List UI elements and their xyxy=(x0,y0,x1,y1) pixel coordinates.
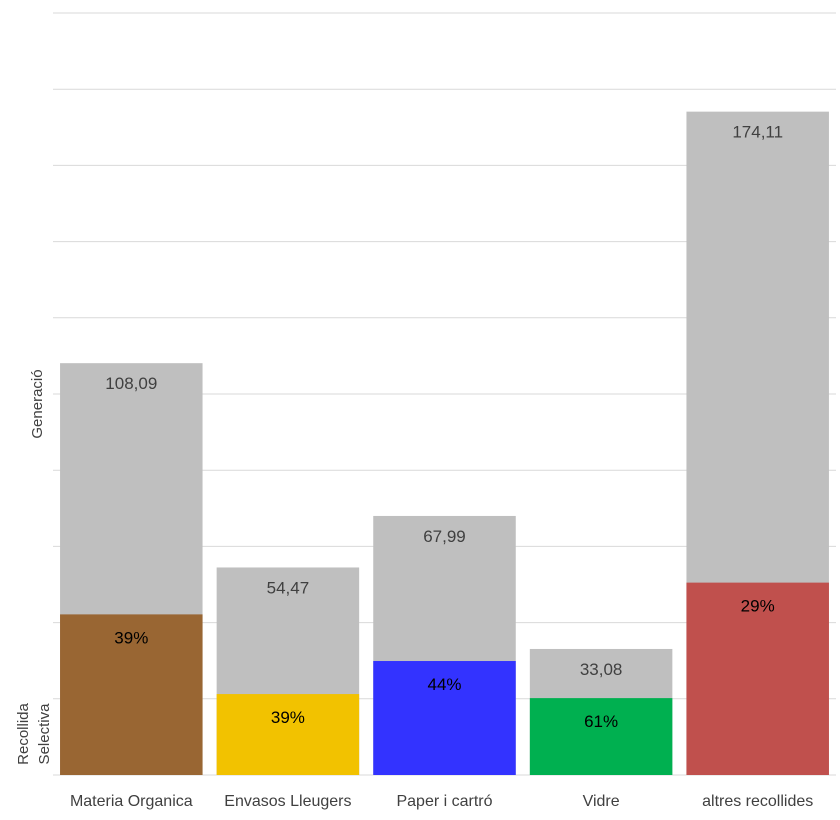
selectiva-percent-label: 29% xyxy=(741,597,775,616)
bars xyxy=(60,111,829,776)
category-labels: Materia Organica Envasos Lleugers Paper i … xyxy=(70,793,813,810)
bar-recollida-selectiva xyxy=(60,614,203,775)
total-value-label: 67,99 xyxy=(423,527,466,546)
selectiva-percent-label: 39% xyxy=(114,628,148,647)
selectiva-percent-label: 44% xyxy=(427,675,461,694)
y-axis-label-generacio: Generació xyxy=(29,369,46,438)
selectiva-percent-label: 61% xyxy=(584,712,618,731)
y-axis-label-recollida: Recollida xyxy=(15,702,32,764)
category-label: Paper i cartró xyxy=(396,793,492,810)
total-value-label: 54,47 xyxy=(267,578,310,597)
data-labels: 108,09 39% 54,47 39% 67,99 44% 33,08 61% 174,11 2… xyxy=(105,123,783,731)
y-axis-label-selectiva: Selectiva xyxy=(36,703,53,765)
bar-recollida-selectiva xyxy=(686,582,829,775)
total-value-label: 33,08 xyxy=(580,660,623,679)
selectiva-percent-label: 39% xyxy=(271,708,305,727)
total-value-label: 174,11 xyxy=(732,123,783,142)
category-label: Envasos Lleugers xyxy=(224,793,351,810)
bar-recollida-selectiva xyxy=(216,694,360,775)
category-label: Vidre xyxy=(583,793,620,810)
bar-recollida-selectiva xyxy=(529,698,673,775)
category-label: Materia Organica xyxy=(70,793,193,810)
total-value-label: 108,09 xyxy=(105,374,157,393)
bar-recollida-selectiva xyxy=(373,661,516,775)
category-label: altres recollides xyxy=(702,793,813,810)
